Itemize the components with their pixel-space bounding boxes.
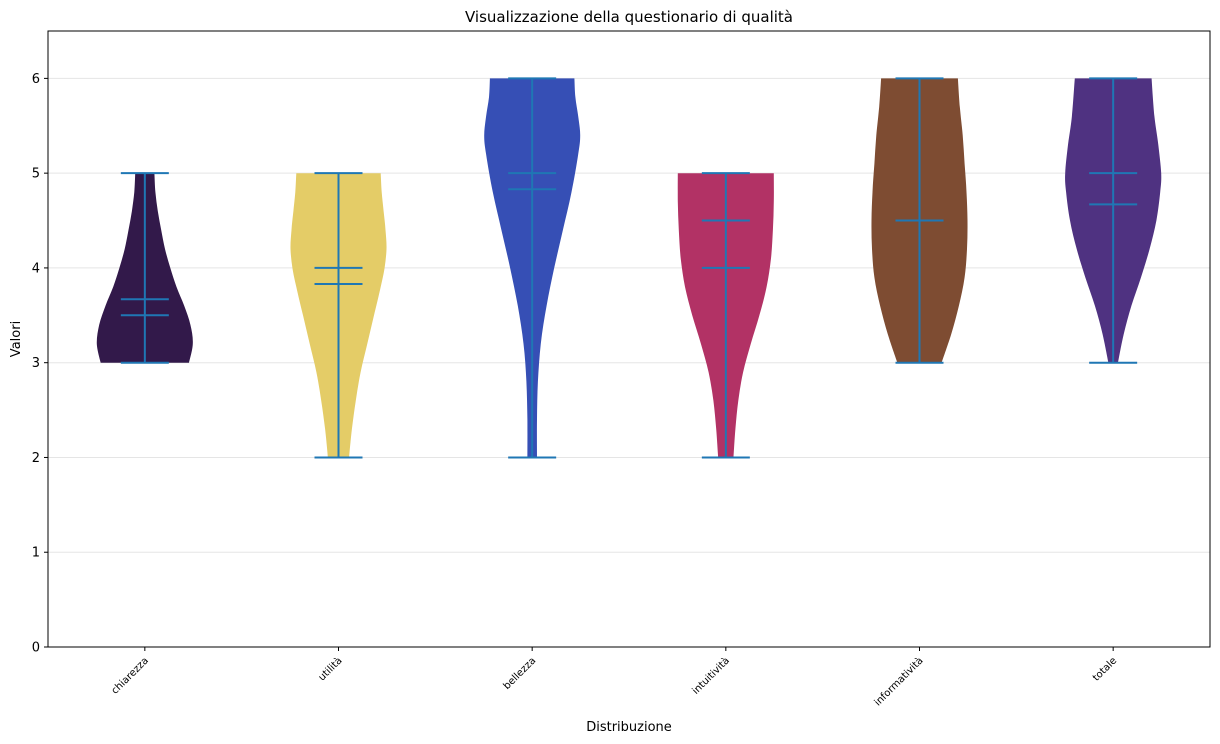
violins: [96, 77, 1162, 459]
violin-informatività: [871, 77, 968, 364]
y-tick-label: 6: [32, 72, 40, 87]
chart-title: Visualizzazione della questionario di qu…: [465, 8, 793, 26]
violin-utilità: [290, 172, 387, 459]
violin-totale: [1065, 77, 1162, 364]
plot-frame: [47, 30, 1211, 648]
y-tick-label: 2: [32, 451, 40, 466]
gridlines: [48, 77, 1210, 648]
y-tick-label: 3: [32, 356, 40, 371]
y-tick-label: 1: [32, 546, 40, 561]
y-tick-label: 5: [32, 167, 40, 182]
violin-intuitività: [677, 172, 774, 459]
y-tick-label: 0: [32, 641, 40, 656]
violin-chiarezza: [96, 172, 193, 364]
y-axis-label: Valori: [9, 321, 24, 357]
y-axis: 0 1 2 3 4 5 6: [32, 72, 48, 656]
x-axis-label: Distribuzione: [586, 720, 672, 735]
y-tick-label: 4: [32, 261, 40, 276]
violin-bellezza: [484, 77, 581, 459]
